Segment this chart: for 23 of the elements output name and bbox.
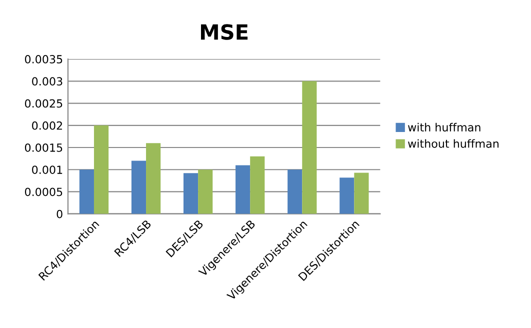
bar [146, 143, 161, 214]
bar [198, 170, 213, 214]
y-tick-label: 0.0035 [24, 55, 62, 64]
legend-label: without huffman [408, 139, 498, 148]
legend-label: with huffman [408, 122, 480, 132]
y-tick-label: 0.003 [32, 77, 62, 86]
bar [354, 172, 369, 214]
bar [94, 125, 109, 214]
bar [183, 173, 198, 214]
y-tick-label: 0 [56, 210, 62, 218]
bar [340, 178, 354, 214]
bar [131, 160, 146, 214]
bar [288, 170, 302, 214]
y-tick-label: 0.0005 [24, 188, 62, 196]
bar [250, 156, 265, 214]
y-tick-label: 0.001 [32, 166, 62, 174]
bar [79, 170, 94, 214]
y-tick-label: 0.002 [32, 121, 62, 130]
y-tick-label: 0.0015 [24, 143, 62, 152]
y-tick-label: 0.0025 [24, 99, 62, 108]
bar [302, 81, 317, 214]
chart-title: MSE [201, 24, 248, 40]
bar [236, 165, 250, 214]
